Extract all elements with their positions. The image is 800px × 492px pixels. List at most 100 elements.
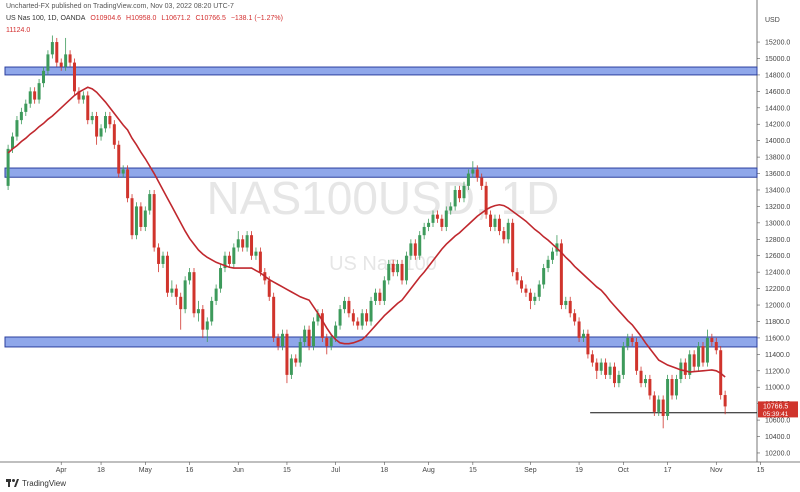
candle-body bbox=[409, 243, 413, 256]
candle-body bbox=[612, 366, 616, 384]
candle-body bbox=[170, 288, 174, 293]
candle-body bbox=[294, 358, 298, 363]
candle-body bbox=[661, 399, 665, 416]
candle-body bbox=[524, 288, 528, 293]
candle-body bbox=[188, 272, 192, 281]
candle-body bbox=[378, 292, 382, 301]
candle-body bbox=[59, 62, 63, 67]
candle-body bbox=[148, 194, 152, 211]
candle-body bbox=[68, 54, 72, 63]
candle-body bbox=[28, 91, 32, 104]
candle-body bbox=[254, 251, 258, 256]
candle-body bbox=[714, 342, 718, 351]
candle-body bbox=[276, 337, 280, 347]
candle-body bbox=[360, 313, 364, 326]
x-tick-label: Sep bbox=[524, 467, 537, 474]
candle-body bbox=[520, 280, 524, 289]
ohlc-open: O10904.6 bbox=[90, 15, 122, 22]
candle-body bbox=[595, 362, 599, 371]
candle-body bbox=[493, 218, 497, 227]
ohlc-close: C10766.5 bbox=[195, 15, 226, 22]
candle-body bbox=[232, 247, 236, 264]
logo-part bbox=[14, 479, 19, 487]
candle-body bbox=[161, 255, 165, 264]
y-tick-label: 10400.0 bbox=[765, 434, 790, 441]
last-price-label: 10766.5 bbox=[763, 403, 788, 410]
candle-body bbox=[37, 83, 41, 100]
candle-body bbox=[351, 313, 355, 322]
candle-body bbox=[134, 206, 138, 236]
y-tick-label: 15000.0 bbox=[765, 56, 790, 63]
moving-average bbox=[7, 86, 726, 378]
candle-body bbox=[72, 62, 76, 92]
candle-body bbox=[710, 337, 714, 343]
candle-body bbox=[121, 169, 125, 174]
candle-body bbox=[626, 337, 630, 347]
candle-body bbox=[604, 362, 608, 375]
candle-body bbox=[639, 370, 643, 384]
candle-body bbox=[126, 169, 130, 199]
x-tick-label: 19 bbox=[575, 467, 583, 474]
candle-body bbox=[347, 300, 351, 314]
candle-body bbox=[537, 284, 541, 297]
x-tick-label: 15 bbox=[757, 467, 765, 474]
candle-body bbox=[157, 247, 161, 264]
candle-body bbox=[599, 362, 603, 371]
candle-body bbox=[466, 173, 470, 186]
candle-body bbox=[670, 378, 674, 396]
candle-body bbox=[497, 218, 501, 232]
candle-body bbox=[130, 198, 134, 236]
y-tick-label: 11200.0 bbox=[765, 368, 790, 375]
y-tick-label: 14400.0 bbox=[765, 105, 790, 112]
change: −138.1 (−1.27%) bbox=[230, 15, 283, 22]
x-tick-label: 16 bbox=[186, 467, 194, 474]
candle-body bbox=[103, 116, 107, 129]
candle-body bbox=[6, 148, 10, 186]
symbol: US Nas 100, 1D, OANDA bbox=[6, 15, 86, 22]
candle-body bbox=[418, 235, 422, 256]
candle-body bbox=[15, 120, 19, 137]
candle-body bbox=[608, 366, 612, 375]
y-tick-label: 14800.0 bbox=[765, 72, 790, 79]
x-tick-label: Jun bbox=[233, 467, 244, 474]
candle-body bbox=[139, 206, 143, 227]
y-tick-label: 12200.0 bbox=[765, 286, 790, 293]
y-tick-label: 12800.0 bbox=[765, 237, 790, 244]
candle-body bbox=[245, 235, 249, 248]
candle-body bbox=[223, 255, 227, 269]
candle-body bbox=[258, 251, 262, 273]
candle-body bbox=[227, 255, 231, 264]
candle-body bbox=[458, 189, 462, 199]
candle-body bbox=[281, 333, 285, 347]
candle-body bbox=[453, 189, 457, 207]
candle-body bbox=[325, 337, 329, 347]
y-tick-label: 12400.0 bbox=[765, 270, 790, 277]
candle-body bbox=[250, 235, 254, 256]
candle-body bbox=[413, 243, 417, 256]
watermark: NAS100USD, 1D US Nas 100 bbox=[207, 172, 560, 275]
candle-body bbox=[581, 333, 585, 338]
candle-body bbox=[307, 329, 311, 347]
candle-body bbox=[289, 358, 293, 375]
candle-body bbox=[46, 54, 50, 71]
countdown: 05:39:41 bbox=[763, 411, 789, 418]
x-tick-label: 15 bbox=[283, 467, 291, 474]
candle-body bbox=[241, 239, 245, 248]
zone bbox=[4, 167, 758, 178]
candle-body bbox=[192, 272, 196, 314]
candle-body bbox=[86, 95, 90, 121]
brand-logo bbox=[6, 479, 19, 487]
candle-body bbox=[373, 292, 377, 301]
candle-body bbox=[33, 91, 37, 100]
candle-body bbox=[502, 231, 506, 240]
y-tick-label: 10200.0 bbox=[765, 450, 790, 457]
candle-body bbox=[219, 268, 223, 289]
candle-body bbox=[183, 280, 187, 310]
y-tick-label: 13800.0 bbox=[765, 155, 790, 162]
y-tick-label: 11000.0 bbox=[765, 385, 790, 392]
candle-body bbox=[267, 280, 271, 297]
candle-body bbox=[404, 255, 408, 281]
candle-body bbox=[365, 313, 369, 322]
candle-body bbox=[108, 116, 112, 125]
footer bbox=[0, 472, 800, 492]
